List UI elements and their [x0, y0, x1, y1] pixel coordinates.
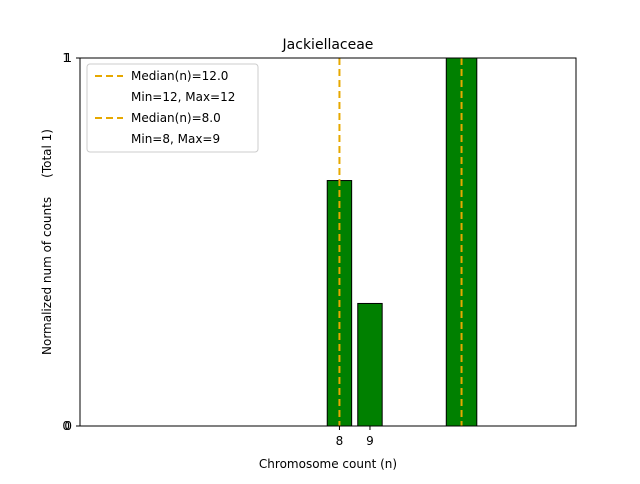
bars-layer: [326, 57, 478, 427]
legend-range-label: Min=8, Max=9: [131, 132, 220, 146]
x-axis-label: Chromosome count (n): [259, 457, 397, 471]
y-axis-label: Normalized num of counts (Total 1): [40, 129, 54, 355]
y-tick-label: 1: [64, 51, 72, 65]
median-lines-layer: [338, 58, 463, 426]
legend-median-label: Median(n)=12.0: [131, 69, 228, 83]
legend: Median(n)=12.0 Min=12, Max=12 Median(n)=8.…: [86, 63, 259, 153]
legend-range-label: Min=12, Max=12: [131, 90, 235, 104]
bar-n9: [357, 302, 383, 427]
chart-title: Jackiellaceae: [282, 37, 374, 53]
legend-median-label: Median(n)=8.0: [131, 111, 221, 125]
y-tick-label-secondary: 1: [62, 51, 70, 65]
x-tick-label: 8: [336, 434, 344, 448]
plot-area-frame: [79, 57, 577, 427]
y-tick-label-secondary: 0: [62, 419, 70, 433]
legend-box: [86, 63, 259, 153]
x-tick-label: 9: [366, 434, 374, 448]
y-tick-label: 0: [64, 419, 72, 433]
